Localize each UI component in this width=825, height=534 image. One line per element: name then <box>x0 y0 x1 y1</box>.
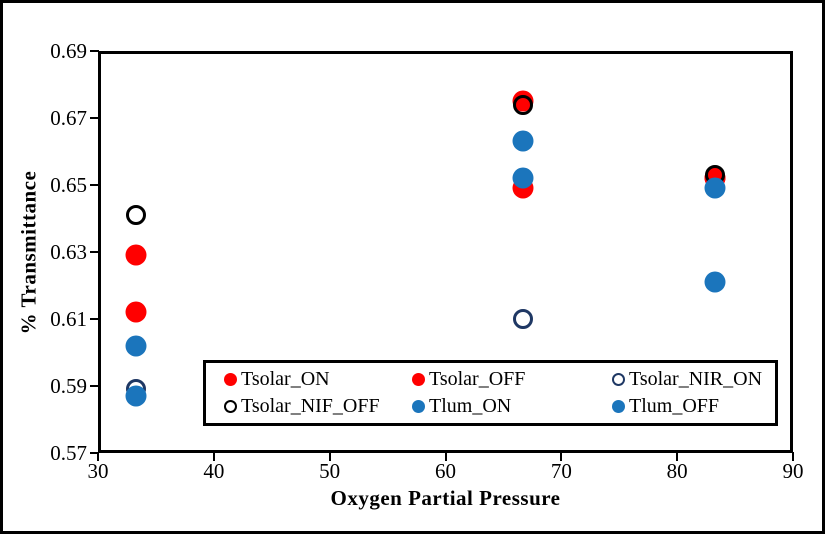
data-point-Tsolar_ON <box>125 301 147 323</box>
plot-points-layer <box>98 51 793 453</box>
plot-area <box>98 51 793 453</box>
y-tick-label: 0.61 <box>50 306 87 331</box>
y-tick <box>90 385 99 387</box>
y-tick-label: 0.65 <box>50 172 87 197</box>
y-tick <box>90 183 99 186</box>
y-axis-ticks <box>90 50 99 454</box>
data-point-Tsolar_OFF <box>125 244 147 266</box>
legend-marker-Tlum_OFF <box>612 400 625 413</box>
x-tick-label: 80 <box>666 459 688 483</box>
data-point-Tsolar_NIF_OFF <box>513 94 534 115</box>
x-axis-ticks <box>97 452 794 461</box>
x-tick <box>97 452 99 461</box>
x-tick-label: 50 <box>319 459 341 483</box>
legend-marker-Tsolar_ON <box>224 373 237 386</box>
y-tick-label: 0.67 <box>50 105 87 130</box>
legend-item-Tsolar_ON: Tsolar_ON <box>224 368 412 391</box>
x-tick-label: 30 <box>87 459 109 483</box>
legend-item-label: Tsolar_NIF_OFF <box>241 395 380 417</box>
x-axis-labels: 30 40 50 60 70 80 90 <box>88 459 804 485</box>
legend-item-label: Tsolar_ON <box>241 368 330 390</box>
y-axis-labels: 0.69 0.67 0.65 0.63 0.61 0.59 0.57 <box>29 40 87 464</box>
y-tick-label: 0.69 <box>50 39 87 63</box>
legend-marker-Tlum_ON <box>412 400 425 413</box>
legend-item-Tlum_OFF: Tlum_OFF <box>612 395 775 418</box>
data-point-Tlum_ON <box>125 385 147 407</box>
y-tick-label: 0.59 <box>50 374 87 398</box>
legend-marker-Tsolar_OFF <box>412 373 425 386</box>
y-tick <box>90 251 99 253</box>
legend: Tsolar_ON Tsolar_OFF Tsolar_NIR_ON Tsolar_N… <box>203 360 778 426</box>
legend-marker-Tsolar_NIR_ON <box>612 373 625 386</box>
y-tick <box>90 50 99 52</box>
data-point-Tlum_OFF <box>512 130 534 152</box>
legend-marker-Tsolar_NIF_OFF <box>224 400 237 413</box>
x-tick <box>444 452 447 461</box>
legend-item-Tlum_ON: Tlum_ON <box>412 395 612 418</box>
data-point-Tsolar_NIF_OFF <box>126 205 147 226</box>
x-tick <box>212 452 215 461</box>
legend-item-label: Tlum_OFF <box>629 395 720 417</box>
y-tick <box>90 452 99 454</box>
x-tick-label: 90 <box>782 459 804 483</box>
data-point-Tlum_ON <box>704 271 726 293</box>
legend-item-label: Tlum_ON <box>429 395 512 417</box>
legend-item-label: Tsolar_NIR_ON <box>629 368 763 390</box>
x-tick <box>676 452 679 461</box>
data-point-Tlum_ON <box>512 167 534 189</box>
legend-item-Tsolar_OFF: Tsolar_OFF <box>412 368 612 391</box>
data-point-Tsolar_NIR_ON <box>513 308 534 329</box>
y-tick <box>90 116 99 119</box>
x-tick-label: 70 <box>550 459 572 483</box>
legend-item-Tsolar_NIR_ON: Tsolar_NIR_ON <box>612 368 775 391</box>
data-point-Tlum_OFF <box>125 335 147 357</box>
x-axis-title: Oxygen Partial Pressure <box>330 486 561 510</box>
legend-item-label: Tsolar_OFF <box>429 368 526 390</box>
y-tick-label: 0.63 <box>50 240 87 264</box>
x-tick-label: 40 <box>203 459 225 483</box>
legend-grid: Tsolar_ON Tsolar_OFF Tsolar_NIR_ON Tsolar_N… <box>206 363 775 423</box>
y-tick <box>90 317 99 320</box>
y-tick-label: 0.57 <box>50 441 87 465</box>
x-tick <box>792 452 794 461</box>
legend-item-Tsolar_NIF_OFF: Tsolar_NIF_OFF <box>224 395 412 418</box>
x-tick <box>560 452 563 461</box>
data-point-Tlum_OFF <box>704 177 726 199</box>
x-tick <box>328 452 331 461</box>
x-tick-label: 60 <box>435 459 456 483</box>
